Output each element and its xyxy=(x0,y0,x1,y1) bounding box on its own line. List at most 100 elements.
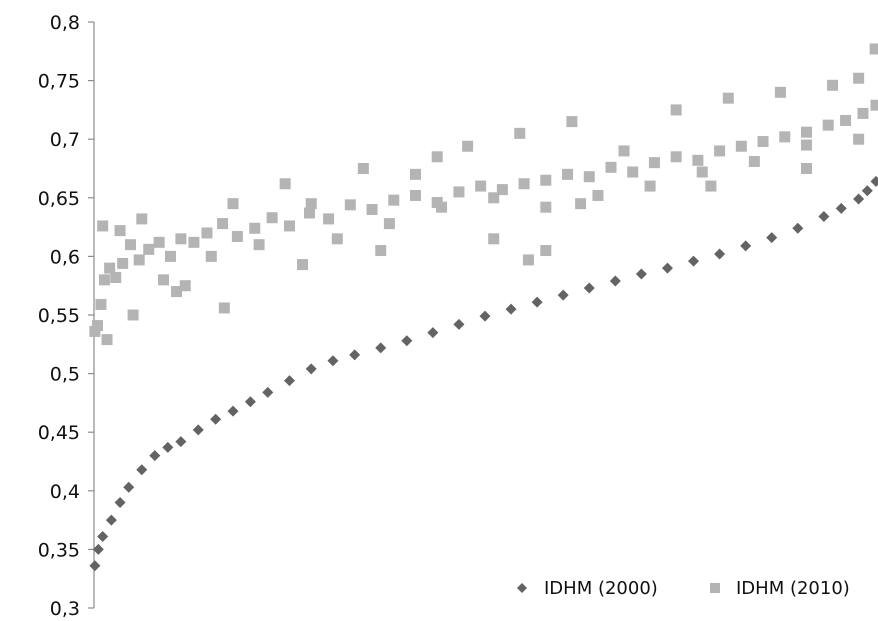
point-idhm-2010 xyxy=(266,212,278,224)
point-idhm-2010 xyxy=(583,171,595,183)
point-idhm-2010 xyxy=(136,213,148,225)
point-idhm-2010 xyxy=(722,92,734,104)
point-idhm-2010 xyxy=(97,220,109,232)
point-idhm-2010 xyxy=(774,86,786,98)
point-idhm-2010 xyxy=(869,43,878,55)
series-points xyxy=(89,43,878,572)
point-idhm-2010 xyxy=(101,334,113,346)
point-idhm-2000 xyxy=(401,335,413,347)
point-idhm-2000 xyxy=(861,185,873,197)
point-idhm-2000 xyxy=(210,413,222,425)
point-idhm-2010 xyxy=(409,168,421,180)
point-idhm-2010 xyxy=(171,286,183,298)
point-idhm-2010 xyxy=(488,233,500,245)
point-idhm-2000 xyxy=(479,310,491,322)
point-idhm-2010 xyxy=(757,136,769,148)
point-idhm-2010 xyxy=(670,104,682,116)
point-idhm-2010 xyxy=(605,161,617,173)
point-idhm-2000 xyxy=(609,275,621,287)
point-idhm-2010 xyxy=(249,222,261,234)
point-idhm-2010 xyxy=(566,116,578,128)
point-idhm-2010 xyxy=(279,178,291,190)
point-idhm-2010 xyxy=(496,184,508,196)
point-idhm-2010 xyxy=(231,230,243,242)
point-idhm-2010 xyxy=(540,245,552,257)
point-idhm-2010 xyxy=(514,127,526,139)
point-idhm-2010 xyxy=(618,145,630,157)
y-tick-label: 0,55 xyxy=(38,305,80,327)
point-idhm-2010 xyxy=(705,180,717,192)
point-idhm-2010 xyxy=(827,79,839,91)
point-idhm-2010 xyxy=(117,257,129,269)
point-idhm-2000 xyxy=(97,531,109,543)
y-tick-label: 0,65 xyxy=(38,188,80,210)
point-idhm-2010 xyxy=(127,309,139,321)
point-idhm-2010 xyxy=(217,218,229,230)
point-idhm-2010 xyxy=(95,298,107,310)
point-idhm-2000 xyxy=(136,464,148,476)
point-idhm-2010 xyxy=(305,198,317,210)
point-idhm-2010 xyxy=(383,218,395,230)
point-idhm-2010 xyxy=(357,163,369,174)
point-idhm-2010 xyxy=(853,72,865,84)
point-idhm-2000 xyxy=(661,262,673,274)
y-tick-label: 0,6 xyxy=(50,246,80,268)
point-idhm-2010 xyxy=(143,243,155,255)
point-idhm-2010 xyxy=(110,271,122,283)
point-idhm-2010 xyxy=(592,189,604,201)
point-idhm-2000 xyxy=(531,296,543,308)
point-idhm-2000 xyxy=(688,255,700,267)
point-idhm-2010 xyxy=(431,151,443,163)
point-idhm-2000 xyxy=(89,560,101,572)
point-idhm-2000 xyxy=(327,355,339,367)
point-idhm-2010 xyxy=(179,280,191,292)
y-tick-label: 0,75 xyxy=(38,71,80,93)
point-idhm-2010 xyxy=(205,250,217,262)
point-idhm-2010 xyxy=(98,274,110,286)
point-idhm-2010 xyxy=(218,302,230,314)
y-tick-label: 0,8 xyxy=(50,12,80,34)
point-idhm-2000 xyxy=(714,248,726,260)
point-idhm-2010 xyxy=(800,163,812,174)
point-idhm-2010 xyxy=(800,126,812,138)
point-idhm-2010 xyxy=(488,192,500,204)
point-idhm-2000 xyxy=(740,240,752,252)
y-tick-label: 0,4 xyxy=(50,481,80,503)
point-idhm-2010 xyxy=(648,157,660,169)
legend-label-idhm-2010: IDHM (2010) xyxy=(736,578,850,599)
point-idhm-2010 xyxy=(696,166,708,178)
point-idhm-2010 xyxy=(409,189,421,201)
point-idhm-2010 xyxy=(253,239,265,251)
point-idhm-2000 xyxy=(284,375,295,387)
point-idhm-2010 xyxy=(475,180,487,192)
point-idhm-2000 xyxy=(149,450,161,462)
point-idhm-2010 xyxy=(388,194,400,206)
point-idhm-2010 xyxy=(124,239,136,251)
point-idhm-2000 xyxy=(175,436,187,448)
point-idhm-2000 xyxy=(349,349,361,361)
legend-marker-idhm-2000 xyxy=(517,583,527,593)
point-idhm-2000 xyxy=(114,497,126,509)
point-idhm-2010 xyxy=(284,220,295,232)
point-idhm-2010 xyxy=(853,133,865,145)
point-idhm-2010 xyxy=(164,250,176,262)
point-idhm-2010 xyxy=(670,151,682,163)
point-idhm-2010 xyxy=(779,131,791,143)
point-idhm-2010 xyxy=(627,166,639,178)
point-idhm-2010 xyxy=(453,186,465,198)
point-idhm-2000 xyxy=(227,405,239,417)
point-idhm-2010 xyxy=(692,154,704,166)
point-idhm-2000 xyxy=(635,268,647,280)
y-tick-label: 0,45 xyxy=(38,422,80,444)
point-idhm-2010 xyxy=(188,236,200,248)
point-idhm-2010 xyxy=(822,119,834,131)
legend: IDHM (2000) IDHM (2010) xyxy=(517,578,850,599)
point-idhm-2000 xyxy=(192,424,204,436)
y-tick-label: 0,3 xyxy=(50,598,80,620)
point-idhm-2000 xyxy=(835,202,847,214)
point-idhm-2010 xyxy=(540,174,552,186)
point-idhm-2010 xyxy=(297,259,309,271)
point-idhm-2010 xyxy=(857,107,869,119)
point-idhm-2000 xyxy=(427,327,439,339)
point-idhm-2010 xyxy=(644,180,656,192)
